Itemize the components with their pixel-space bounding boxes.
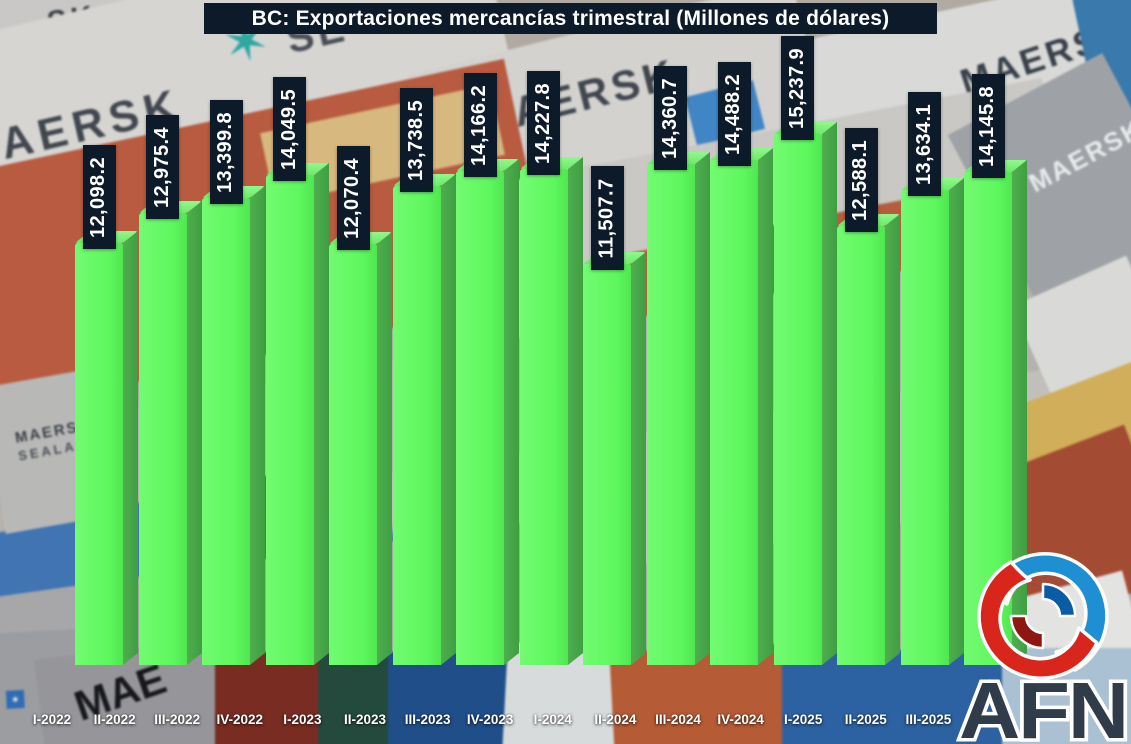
- bar: [202, 198, 250, 665]
- bar-value-label: 14,145.8: [971, 74, 1005, 178]
- bar: [138, 213, 187, 665]
- bar-value-label: 13,399.8: [209, 100, 243, 204]
- bar-value-text: 15,237.9: [786, 47, 808, 129]
- bar-side-face: [504, 158, 519, 665]
- container-block: [318, 652, 392, 744]
- bar-value-label: 14,227.8: [527, 71, 560, 175]
- afn-swirl-icon: [977, 552, 1109, 680]
- bar: [392, 186, 441, 665]
- bar-side-face: [821, 121, 837, 665]
- bar-side-face: [885, 213, 900, 665]
- x-axis-label: I-2023: [283, 712, 322, 727]
- bar-value-text: 12,070.4: [341, 157, 364, 239]
- bar: [265, 175, 314, 665]
- bar-value-text: 14,166.2: [468, 84, 491, 166]
- x-axis-label: II-2024: [594, 712, 637, 727]
- bar-side-face: [186, 200, 202, 665]
- container-block: [215, 652, 323, 744]
- bar-value-text: 11,507.7: [595, 178, 618, 258]
- bar-value-text: 13,738.5: [405, 99, 427, 181]
- bar-value-text: 14,227.8: [532, 82, 554, 164]
- bar: [583, 264, 631, 665]
- x-axis-label: III-2023: [404, 712, 451, 727]
- x-axis-label: II-2023: [343, 712, 387, 727]
- bar-value-text: 12,588.1: [849, 139, 872, 221]
- bar: [900, 190, 949, 665]
- bar: [773, 134, 822, 665]
- bar-value-text: 13,399.8: [214, 111, 237, 193]
- bar-value-label: 12,098.2: [82, 145, 116, 249]
- x-axis-label: I-2024: [533, 712, 572, 727]
- bar-value-label: 14,049.5: [273, 77, 306, 181]
- bar-value-label: 12,070.4: [336, 146, 370, 250]
- bar-value-label: 12,975.4: [146, 115, 179, 219]
- x-axis-label: III-2022: [154, 712, 201, 727]
- x-axis-label: II-2022: [93, 712, 136, 727]
- container-block: [782, 650, 1010, 744]
- bar-value-label: 13,634.1: [908, 92, 941, 196]
- bar-value-text: 14,145.8: [976, 85, 999, 167]
- x-axis-label: I-2022: [32, 712, 72, 727]
- bar-value-text: 12,098.2: [87, 156, 110, 238]
- bar: [456, 171, 504, 665]
- bar: [329, 244, 377, 665]
- bar-value-text: 14,488.2: [722, 73, 745, 155]
- x-axis-label: I-2025: [784, 712, 823, 727]
- chart-title: BC: Exportaciones mercancías trimestral …: [204, 3, 937, 34]
- x-axis-label: II-2025: [844, 712, 887, 727]
- bar-side-face: [377, 231, 392, 665]
- bar: [646, 164, 695, 665]
- bar-side-face: [567, 156, 583, 665]
- bar-value-text: 13,634.1: [913, 103, 935, 185]
- bar: [519, 169, 568, 665]
- bar-value-text: 14,360.7: [659, 77, 681, 159]
- container-block: [388, 652, 512, 744]
- bar-value-label: 11,507.7: [590, 166, 624, 270]
- x-axis-label: IV-2024: [717, 712, 764, 727]
- bar-value-text: 12,975.4: [151, 126, 173, 208]
- x-axis-label: IV-2023: [466, 712, 514, 727]
- bar-side-face: [250, 185, 265, 665]
- bar-value-label: 14,360.7: [654, 66, 687, 170]
- bar: [710, 160, 758, 665]
- bar-side-face: [694, 151, 710, 665]
- bar-side-face: [123, 230, 138, 665]
- bar-value-label: 12,588.1: [844, 128, 878, 232]
- bar-side-face: [440, 173, 456, 665]
- bar-value-label: 14,166.2: [463, 73, 497, 177]
- bar-side-face: [313, 162, 329, 665]
- bar-value-label: 13,738.5: [400, 88, 433, 192]
- x-axis-label: IV-2022: [216, 712, 264, 727]
- x-axis-label: III-2025: [905, 712, 952, 727]
- afn-logo-text: AFN: [959, 666, 1127, 744]
- bar: [75, 243, 123, 665]
- bar-value-label: 15,237.9: [781, 36, 814, 140]
- bar-side-face: [758, 147, 773, 665]
- afn-logo: AFN: [956, 552, 1131, 744]
- bar: [837, 226, 885, 665]
- bar-value-text: 14,049.5: [278, 88, 300, 170]
- x-axis-label: III-2024: [655, 712, 701, 727]
- bar-value-label: 14,488.2: [717, 62, 751, 166]
- bar-side-face: [631, 251, 646, 665]
